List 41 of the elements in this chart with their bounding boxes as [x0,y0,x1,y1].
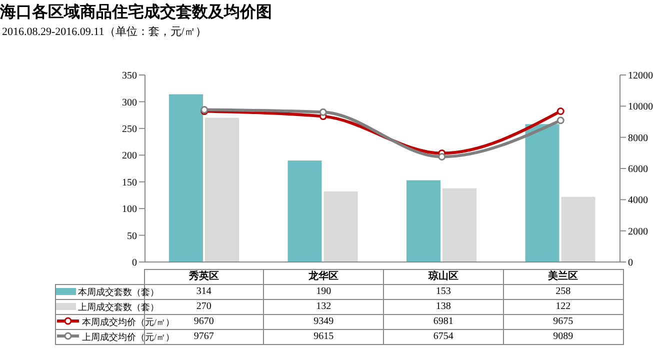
x-tick-label: 秀英区 [144,270,264,284]
data-label: 314 [196,286,212,297]
y2-tick-label: 6000 [628,164,648,176]
y2-tick-label: 4000 [628,195,648,206]
y-tick-label: 250 [122,124,137,135]
y-tick-label: 300 [122,97,137,108]
y2-tick-label: 10000 [628,102,653,113]
x-tick-label: 琼山区 [384,270,504,284]
legend-label: 本周成交套数（套） [77,286,159,299]
data-label: 9670 [194,316,214,327]
data-label: 9615 [264,330,384,344]
data-label: 153 [384,284,504,300]
data-label: 6981 [384,314,504,330]
y2-tick-label: 8000 [628,132,648,144]
y-tick-label: 350 [122,70,137,82]
data-label: 6754 [384,330,504,344]
data-label: 9089 [503,330,623,344]
chart-subtitle: 2016.08.29-2016.09.11（单位：套，元/㎡） [2,25,206,39]
y2-tick-label: 0 [628,258,633,269]
y2-tick-label: 12000 [628,70,653,82]
x-tick-label: 美兰区 [503,270,623,284]
data-label: 9349 [264,314,384,330]
data-label: 190 [264,284,384,300]
y-tick-label: 0 [132,258,137,269]
data-label: 9675 [503,314,623,330]
y2-tick-label: 2000 [628,226,648,238]
data-label: 138 [384,300,504,314]
chart-title: 海口各区域商品住宅成交套数及均价图 [0,2,272,23]
y-tick-label: 100 [122,204,137,216]
legend-label: 上周成交套数（套） [77,301,159,314]
y-tick-label: 50 [127,230,137,242]
legend-label: 本周成交均价（元/㎡） [81,316,175,329]
data-label: 270 [196,301,212,312]
data-label: 258 [503,284,623,300]
x-tick-label: 龙华区 [264,270,384,284]
y-tick-label: 150 [122,177,137,188]
data-label: 132 [264,300,384,314]
data-label: 122 [503,300,623,314]
data-label: 9767 [194,331,214,342]
legend-label: 上周成交均价（元/㎡） [81,331,175,344]
y-tick-label: 200 [122,150,137,162]
